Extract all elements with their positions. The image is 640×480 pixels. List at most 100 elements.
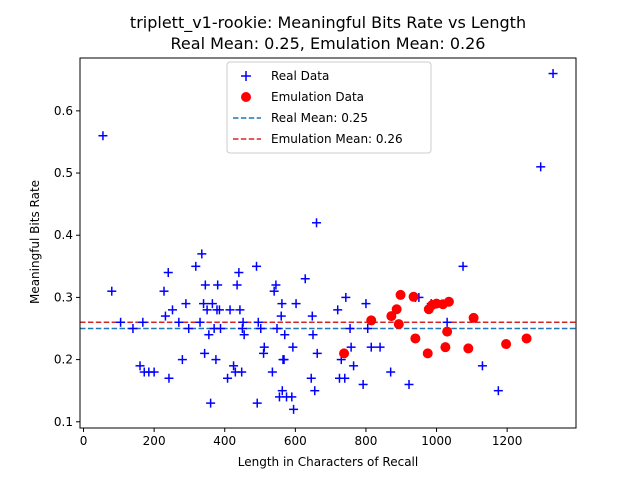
emulation-data-point bbox=[393, 319, 404, 330]
x-tick-label: 800 bbox=[354, 434, 377, 448]
real-data-point bbox=[345, 324, 355, 334]
chart-title-line2: Real Mean: 0.25, Emulation Mean: 0.26 bbox=[171, 34, 486, 53]
real-data-point bbox=[225, 305, 235, 315]
real-data-point bbox=[239, 330, 249, 340]
real-data-point bbox=[312, 218, 322, 228]
real-data-point bbox=[271, 280, 281, 290]
real-data-point bbox=[213, 280, 223, 290]
real-data-point bbox=[237, 367, 247, 377]
x-tick-label: 200 bbox=[143, 434, 166, 448]
real-data-point bbox=[366, 342, 376, 352]
x-tick-label: 1200 bbox=[492, 434, 523, 448]
real-data-point bbox=[98, 131, 108, 141]
real-data-point bbox=[206, 398, 216, 408]
x-axis-label: Length in Characters of Recall bbox=[238, 455, 418, 469]
legend-real-mean-label: Real Mean: 0.25 bbox=[271, 111, 368, 125]
real-data-point bbox=[308, 330, 318, 340]
real-data-point bbox=[279, 355, 289, 365]
real-data-point bbox=[184, 324, 194, 334]
mean-lines bbox=[80, 321, 576, 330]
real-data-point bbox=[306, 373, 316, 383]
real-data-point bbox=[341, 292, 351, 302]
real-data-point bbox=[289, 404, 299, 414]
real-data-point bbox=[174, 317, 184, 327]
real-data-point bbox=[164, 373, 174, 383]
real-data-point bbox=[269, 286, 279, 296]
y-axis-label: Meaningful Bits Rate bbox=[28, 180, 42, 304]
real-data-point bbox=[214, 305, 224, 315]
emulation-data-point bbox=[521, 333, 532, 344]
emulation-data-point bbox=[442, 326, 453, 337]
legend-emulation-mean-label: Emulation Mean: 0.26 bbox=[271, 132, 403, 146]
legend-real-label: Real Data bbox=[271, 69, 329, 83]
real-data-point bbox=[358, 379, 368, 389]
emulation-data-point bbox=[468, 312, 479, 323]
real-data-point bbox=[116, 317, 126, 327]
real-data-point bbox=[204, 330, 214, 340]
real-data-point bbox=[149, 367, 159, 377]
real-data-point bbox=[361, 299, 371, 309]
real-data-point bbox=[138, 317, 148, 327]
emulation-data-point bbox=[501, 339, 512, 350]
chart-title-line1: triplett_v1-rookie: Meaningful Bits Rate… bbox=[130, 13, 526, 33]
real-data-point bbox=[333, 305, 343, 315]
real-data-point bbox=[200, 348, 210, 358]
real-data-point bbox=[363, 324, 373, 334]
real-data-point bbox=[211, 355, 221, 365]
emulation-data-point bbox=[386, 311, 397, 322]
real-data-point bbox=[386, 367, 396, 377]
real-data-point bbox=[199, 299, 209, 309]
real-data-point bbox=[404, 379, 414, 389]
real-data-point bbox=[288, 342, 298, 352]
y-tick-label: 0.4 bbox=[54, 228, 73, 242]
x-tick-label: 1000 bbox=[421, 434, 452, 448]
legend: Real Data Emulation Data Real Mean: 0.25… bbox=[226, 61, 432, 154]
y-tick-label: 0.5 bbox=[54, 166, 73, 180]
real-data-point bbox=[128, 324, 138, 334]
emulation-data-point bbox=[463, 343, 474, 354]
real-data-point bbox=[159, 286, 169, 296]
real-data-point bbox=[232, 280, 242, 290]
y-tick-label: 0.2 bbox=[54, 353, 73, 367]
legend-real-marker bbox=[241, 71, 251, 81]
y-tick-label: 0.6 bbox=[54, 104, 73, 118]
real-data-point bbox=[548, 69, 558, 79]
real-data-point bbox=[252, 261, 262, 271]
real-data-point bbox=[272, 324, 282, 334]
real-data-point bbox=[107, 286, 117, 296]
real-data-point bbox=[252, 398, 262, 408]
x-tick-label: 400 bbox=[213, 434, 236, 448]
real-data-point bbox=[267, 367, 277, 377]
legend-box bbox=[226, 61, 432, 154]
emulation-data-point bbox=[395, 289, 406, 300]
real-data-point bbox=[277, 299, 287, 309]
real-data-point bbox=[349, 361, 359, 371]
real-data-point bbox=[477, 361, 487, 371]
real-data-point bbox=[340, 373, 350, 383]
real-data-point bbox=[310, 386, 320, 396]
real-data-point bbox=[493, 386, 503, 396]
legend-emulation-marker bbox=[241, 92, 251, 102]
real-data-point bbox=[300, 274, 310, 284]
real-data-point bbox=[536, 162, 546, 172]
real-data-point bbox=[234, 268, 244, 278]
real-data-point bbox=[181, 299, 191, 309]
y-tick-label: 0.1 bbox=[54, 415, 73, 429]
real-data-point bbox=[167, 305, 177, 315]
y-axis-ticks: 0.1 0.2 0.3 0.4 0.5 0.6 bbox=[54, 104, 80, 429]
legend-emulation-label: Emulation Data bbox=[271, 90, 364, 104]
emulation-data-point bbox=[422, 348, 433, 359]
real-data-point bbox=[238, 317, 248, 327]
real-data-point bbox=[229, 361, 239, 371]
real-data-point bbox=[291, 299, 301, 309]
x-tick-label: 0 bbox=[80, 434, 88, 448]
emulation-data-points bbox=[339, 289, 532, 359]
real-data-point bbox=[375, 342, 385, 352]
real-data-point bbox=[195, 317, 205, 327]
real-data-point bbox=[442, 317, 452, 327]
real-data-point bbox=[223, 373, 233, 383]
emulation-data-point bbox=[391, 304, 402, 315]
real-data-point bbox=[163, 268, 173, 278]
x-axis-ticks: 0 200 400 600 800 1000 1200 bbox=[80, 428, 523, 448]
real-data-point bbox=[307, 311, 317, 321]
